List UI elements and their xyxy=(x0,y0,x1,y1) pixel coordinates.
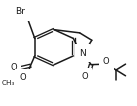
Text: O: O xyxy=(82,72,88,81)
Text: O: O xyxy=(19,73,26,82)
Text: Br: Br xyxy=(15,8,25,16)
Text: O: O xyxy=(10,63,17,72)
Text: CH₃: CH₃ xyxy=(1,80,15,86)
Text: O: O xyxy=(103,57,110,66)
Text: N: N xyxy=(79,49,86,58)
